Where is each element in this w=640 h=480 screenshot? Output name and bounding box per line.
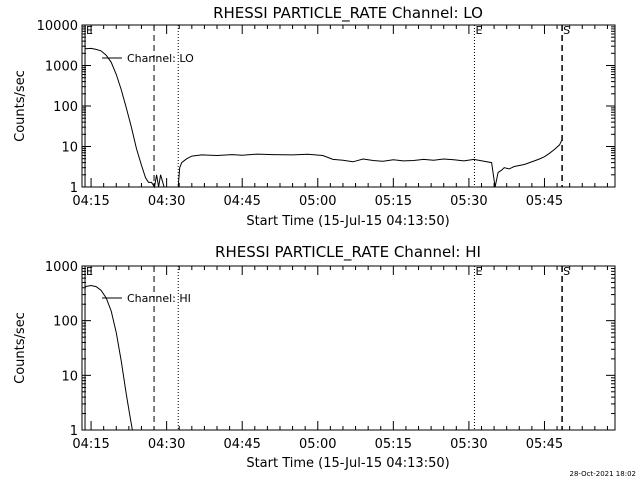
y-tick-label: 10 <box>61 141 78 156</box>
marker-label: E <box>475 24 482 37</box>
legend-label: Channel: LO <box>127 52 194 65</box>
plot-frame <box>81 265 616 431</box>
series-line <box>84 47 563 189</box>
x-tick-label: 05:30 <box>450 437 487 452</box>
chart-title: RHESSI PARTICLE_RATE Channel: LO <box>213 4 483 23</box>
marker-label: E <box>86 265 93 278</box>
x-tick-label: 04:45 <box>223 194 260 209</box>
x-tick-label: 04:30 <box>148 194 185 209</box>
marker-label: S <box>563 24 570 37</box>
x-tick-label: 05:00 <box>299 194 336 209</box>
legend-label: Channel: HI <box>127 292 191 305</box>
footer-timestamp: 28-Oct-2021 18:02 <box>570 470 636 478</box>
y-axis-label: Counts/sec <box>13 312 28 384</box>
y-tick-label: 1 <box>70 181 78 196</box>
x-tick-label: 04:15 <box>72 437 109 452</box>
x-tick-label: 04:30 <box>148 437 185 452</box>
y-tick-label: 1000 <box>45 60 78 75</box>
x-tick-label: 05:45 <box>526 194 563 209</box>
panel-hi: RHESSI PARTICLE_RATE Channel: HI 1101001… <box>13 243 616 471</box>
x-tick-label: 05:15 <box>375 194 412 209</box>
x-tick-label: 05:00 <box>299 437 336 452</box>
x-ticks: 04:15 04:30 04:45 05:00 05:15 05:30 05:45 <box>72 266 608 452</box>
series-line <box>84 284 133 431</box>
y-ticks: 1 10 100 1000 <box>45 260 615 439</box>
marker-label: S <box>563 265 570 278</box>
x-tick-label: 04:45 <box>223 437 260 452</box>
y-tick-label: 100 <box>53 100 78 115</box>
y-tick-label: 1000 <box>45 260 78 275</box>
marker-label: E <box>86 24 93 37</box>
y-tick-label: 1 <box>70 424 78 439</box>
y-axis-label: Counts/sec <box>13 70 28 142</box>
panel-lo: RHESSI PARTICLE_RATE Channel: LO 1101001… <box>13 4 616 229</box>
x-tick-label: 05:45 <box>526 437 563 452</box>
x-axis-label: Start Time (15-Jul-15 04:13:50) <box>246 456 449 471</box>
marker-label: E <box>475 265 482 278</box>
x-tick-label: 05:15 <box>375 437 412 452</box>
x-axis-label: Start Time (15-Jul-15 04:13:50) <box>246 214 449 229</box>
plot-frame <box>81 24 616 188</box>
chart-title: RHESSI PARTICLE_RATE Channel: HI <box>215 243 481 262</box>
y-tick-label: 10 <box>61 369 78 384</box>
y-tick-label: 10000 <box>37 19 78 34</box>
x-tick-label: 04:15 <box>72 194 109 209</box>
series-layer <box>84 284 133 431</box>
y-ticks: 1 10 100 1000 10000 <box>37 19 615 196</box>
y-tick-label: 100 <box>53 315 78 330</box>
x-ticks: 04:15 04:30 04:45 05:00 05:15 05:30 05:45 <box>72 25 608 209</box>
x-tick-label: 05:30 <box>450 194 487 209</box>
series-layer <box>84 47 563 189</box>
